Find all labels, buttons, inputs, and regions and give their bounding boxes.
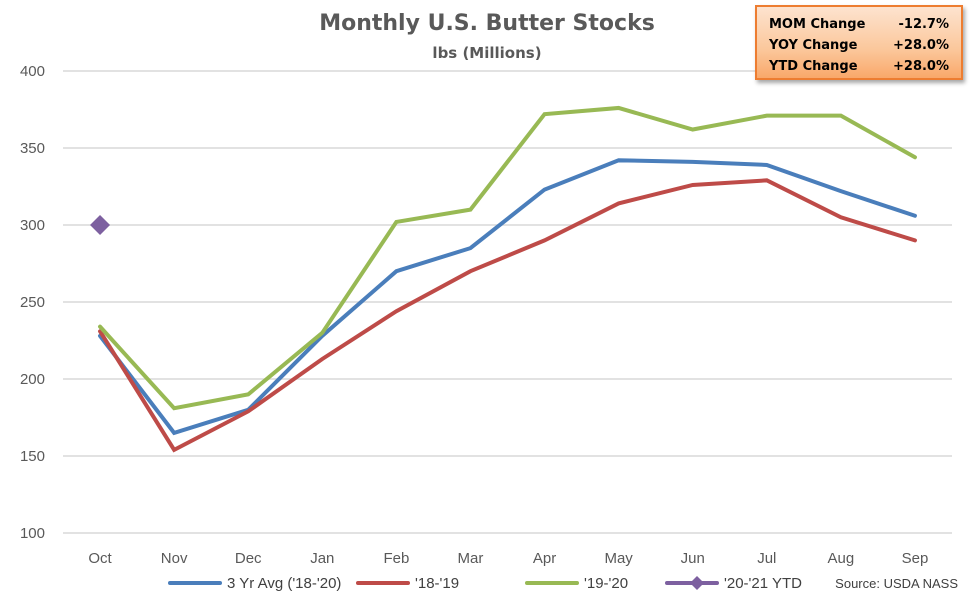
x-tick-label: Feb: [383, 550, 409, 567]
x-tick-label: Aug: [828, 550, 855, 567]
stats-value: +28.0%: [893, 59, 949, 74]
legend-label: '18-'19: [415, 575, 459, 592]
x-tick-label: Jan: [310, 550, 334, 567]
stats-value: -12.7%: [898, 17, 950, 32]
chart-title: Monthly U.S. Butter Stocks: [319, 11, 655, 36]
legend-label: 3 Yr Avg ('18-'20): [227, 575, 341, 592]
stats-label: MOM Change: [769, 17, 866, 32]
y-tick-label: 400: [20, 63, 45, 80]
stats-row-yoy: YOY Change +28.0%: [769, 38, 949, 58]
gridlines: [63, 70, 952, 534]
chart-subtitle: lbs (Millions): [432, 44, 541, 62]
x-tick-label: Sep: [902, 550, 929, 567]
stats-label: YTD Change: [769, 59, 858, 74]
x-tick-label: Oct: [88, 550, 112, 567]
x-tick-label: Mar: [458, 550, 484, 567]
stats-value: +28.0%: [893, 38, 949, 53]
y-axis-ticks: 100 150 200 250 300 350 400: [20, 63, 45, 542]
legend: 3 Yr Avg ('18-'20) '18-'19 '19-'20 '20-'21 …: [168, 575, 802, 592]
series-line-1: [98, 178, 917, 453]
y-tick-label: 200: [20, 371, 45, 388]
series-line-2: [98, 105, 917, 411]
x-tick-label: Apr: [533, 550, 556, 567]
series-lines: [90, 105, 917, 453]
stats-label: YOY Change: [769, 38, 858, 53]
y-tick-label: 300: [20, 217, 45, 234]
legend-label: '20-'21 YTD: [724, 575, 802, 592]
legend-marker: [690, 576, 704, 590]
stats-row-ytd: YTD Change +28.0%: [769, 59, 949, 79]
legend-label: '19-'20: [584, 575, 628, 592]
series-line-0: [98, 158, 917, 436]
x-axis-ticks: Oct Nov Dec Jan Feb Mar Apr May Jun Jul Aug Sep: [88, 550, 928, 567]
x-tick-label: Jul: [757, 550, 776, 567]
data-point-marker: [90, 215, 111, 235]
y-tick-label: 100: [20, 525, 45, 542]
x-tick-label: Dec: [235, 550, 262, 567]
stats-box: MOM Change -12.7% YOY Change +28.0% YTD …: [755, 5, 963, 80]
y-tick-label: 250: [20, 294, 45, 311]
x-tick-label: Jun: [681, 550, 705, 567]
x-tick-label: Nov: [161, 550, 188, 567]
stats-row-mom: MOM Change -12.7%: [769, 17, 949, 37]
y-tick-label: 350: [20, 140, 45, 157]
y-tick-label: 150: [20, 448, 45, 465]
source-note: Source: USDA NASS: [835, 576, 958, 591]
x-tick-label: May: [604, 550, 633, 567]
